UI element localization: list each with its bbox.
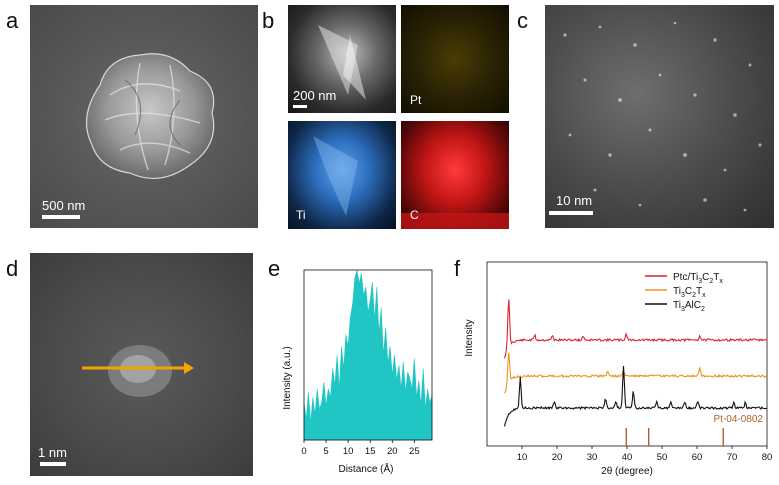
panel-label-e: e	[268, 256, 281, 281]
cluster-illustration	[108, 345, 172, 397]
scale-bar-a	[42, 215, 80, 219]
legend-label: Ti3AlC2	[673, 300, 705, 313]
tick-label-f: 60	[692, 452, 703, 463]
tile-label-ti: Ti	[296, 208, 306, 222]
series-ti3alc2	[503, 365, 768, 427]
haadf-structure	[318, 25, 366, 100]
tick-label-e: 20	[387, 446, 398, 457]
chart-f-xlabel: 2θ (degree)	[601, 466, 653, 477]
tile-label-c: C	[410, 208, 419, 222]
tick-label-f: 50	[657, 452, 668, 463]
sem-image-a	[30, 5, 258, 228]
tick-label-f: 80	[762, 452, 773, 463]
panel-label-b: b	[262, 8, 275, 33]
tick-label-e: 25	[409, 446, 420, 457]
panel-label-d: d	[6, 256, 19, 281]
tick-label-f: 40	[622, 452, 633, 463]
scale-label-a: 500 nm	[42, 198, 86, 213]
ti-map-tile	[288, 121, 396, 229]
series-ti3c2tx	[504, 352, 768, 394]
reference-label: Pt-04-0802	[714, 414, 764, 425]
ti-map-structure	[313, 136, 358, 216]
tick-label-f: 70	[727, 452, 738, 463]
panel-label-f: f	[454, 256, 461, 281]
panel-label-c: c	[517, 8, 528, 33]
line-profile-arrow	[82, 362, 194, 374]
atom-speckles	[563, 21, 762, 212]
tick-label-f: 20	[552, 452, 563, 463]
c-map-structure	[401, 213, 509, 229]
tile-label-pt: Pt	[410, 93, 422, 107]
scale-label-b: 200 nm	[293, 88, 337, 103]
c-map-tile	[401, 121, 509, 229]
scale-label-d: 1 nm	[38, 445, 67, 460]
legend-label: Ptc/Ti3C2Tx	[673, 272, 723, 285]
tick-label-e: 0	[301, 446, 306, 457]
line-profile-chart: Intensity (a.u.) 0 5 10 15 20 25 Distance (Å)	[282, 269, 433, 475]
chart-e-ylabel: Intensity (a.u.)	[282, 346, 293, 409]
scale-label-c: 10 nm	[556, 193, 593, 208]
scale-bar-b	[293, 105, 307, 108]
series-ptc-ti3c2tx	[503, 299, 768, 359]
profile-area	[303, 269, 433, 441]
atomic-image-d	[30, 253, 253, 476]
nanosheet-ball-illustration	[86, 53, 215, 179]
plot-frame-e	[303, 269, 433, 441]
legend-label: Ti3C2Tx	[673, 286, 706, 299]
chart-f-ylabel: Intensity	[464, 319, 475, 356]
chart-e-xlabel: Distance (Å)	[338, 462, 393, 475]
xrd-chart: Intensity Pt-04-0802 10 20 30 40 50 60 70 80 Ptc/…	[464, 261, 773, 477]
tick-label-e: 5	[323, 446, 328, 457]
haadf-tile	[288, 5, 396, 113]
tick-label-f: 30	[587, 452, 598, 463]
pt-map-tile	[401, 5, 509, 113]
scale-bar-c	[549, 211, 593, 215]
panel-label-a: a	[6, 8, 19, 33]
tick-label-f: 10	[517, 452, 528, 463]
haadf-stem-image-c	[545, 5, 774, 228]
tick-label-e: 10	[343, 446, 354, 457]
scale-bar-d	[40, 462, 66, 466]
tick-label-e: 15	[365, 446, 376, 457]
